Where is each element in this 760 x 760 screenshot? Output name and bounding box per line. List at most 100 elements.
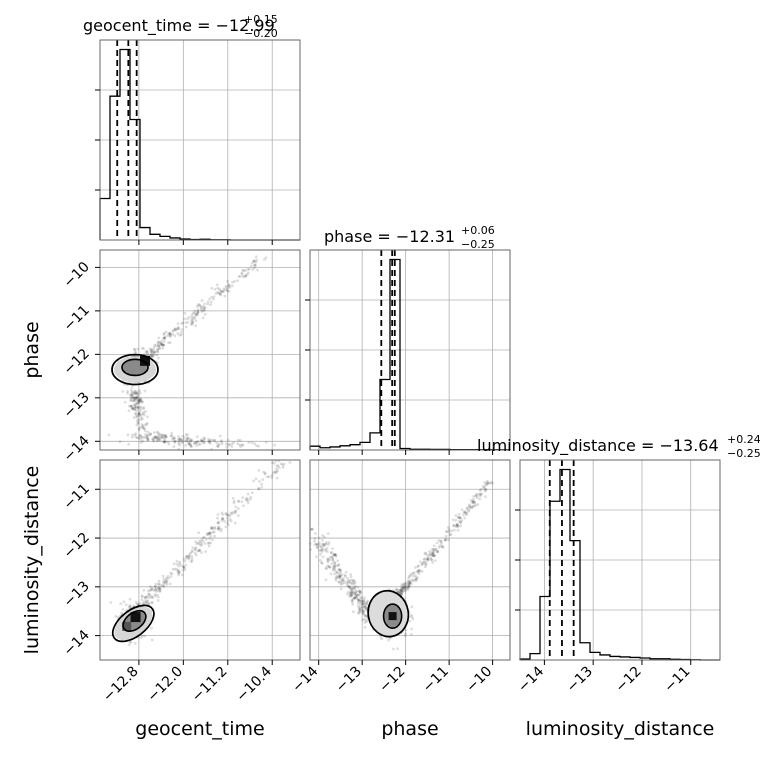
scatter-point-phase-distance [322, 543, 326, 547]
scatter-point-geocent-phase [142, 427, 146, 431]
scatter-point-geocent-distance [187, 555, 191, 558]
scatter-point-phase-distance [452, 524, 456, 527]
scatter-point-geocent-distance [128, 604, 132, 608]
scatter-point-geocent-phase [189, 443, 193, 447]
scatter-point-geocent-phase [162, 344, 166, 347]
scatter-point-phase-distance [474, 494, 478, 498]
scatter-point-geocent-distance [154, 588, 157, 591]
scatter-point-geocent-distance [140, 595, 144, 599]
x-tick-label-luminosity_distance: −13 [564, 664, 596, 696]
scatter-point-phase-distance [340, 580, 343, 583]
scatter-point-geocent-phase [138, 398, 142, 402]
scatter-point-phase-distance [331, 565, 335, 569]
scatter-point-geocent-phase [130, 394, 134, 398]
scatter-point-geocent-distance [153, 594, 157, 598]
scatter-point-geocent-phase [159, 343, 163, 347]
scatter-point-phase-distance [315, 545, 319, 549]
scatter-point-phase-distance [416, 569, 420, 573]
scatter-point-phase-distance [321, 547, 325, 551]
scatter-point-phase-distance [337, 563, 341, 566]
scatter-point-geocent-distance [182, 565, 186, 569]
scatter-point-geocent-distance [119, 602, 123, 606]
scatter-point-geocent-phase [236, 279, 239, 283]
scatter-point-geocent-phase [199, 439, 203, 443]
scatter-point-geocent-phase [166, 334, 170, 338]
contour-geocent-phase-inner [121, 358, 149, 377]
scatter-point-geocent-phase [146, 415, 149, 419]
scatter-point-phase-distance [365, 602, 369, 606]
scatter-point-phase-distance [472, 504, 476, 508]
scatter-point-geocent-distance [161, 584, 165, 588]
scatter-point-geocent-phase [217, 443, 220, 447]
scatter-point-phase-distance [425, 557, 429, 560]
scatter-point-phase-distance [333, 553, 337, 557]
scatter-point-geocent-distance [121, 608, 125, 611]
scatter-point-geocent-distance [116, 616, 120, 620]
scatter-point-geocent-phase [138, 398, 142, 401]
scatter-point-phase-distance [319, 553, 322, 556]
scatter-point-phase-distance [338, 568, 341, 572]
scatter-point-geocent-phase [195, 440, 199, 444]
scatter-point-geocent-phase [149, 432, 152, 436]
scatter-point-geocent-phase [133, 433, 137, 437]
scatter-point-geocent-phase [187, 442, 190, 445]
scatter-point-phase-distance [394, 588, 398, 591]
scatter-point-phase-distance [418, 560, 422, 564]
scatter-point-geocent-phase [139, 415, 143, 419]
scatter-point-geocent-phase [136, 401, 139, 405]
scatter-point-geocent-phase [139, 399, 142, 403]
scatter-point-geocent-phase [149, 432, 153, 436]
scatter-point-phase-distance [436, 550, 439, 554]
scatter-point-geocent-phase [183, 439, 187, 442]
scatter-point-geocent-distance [216, 513, 220, 516]
scatter-point-phase-distance [334, 555, 338, 558]
scatter-point-phase-distance [350, 578, 354, 582]
scatter-point-phase-distance [404, 585, 408, 589]
scatter-point-geocent-distance [162, 579, 166, 583]
scatter-point-phase-distance [322, 542, 325, 546]
scatter-point-geocent-distance [197, 549, 201, 552]
scatter-point-geocent-phase [177, 435, 180, 438]
scatter-point-phase-distance [347, 590, 351, 594]
scatter-point-phase-distance [344, 574, 348, 578]
scatter-point-phase-distance [408, 619, 412, 623]
scatter-point-geocent-distance [279, 462, 283, 466]
scatter-point-geocent-phase [142, 347, 146, 351]
scatter-point-phase-distance [334, 576, 338, 580]
scatter-point-phase-distance [333, 562, 337, 565]
scatter-point-geocent-phase [138, 399, 141, 402]
scatter-point-phase-distance [333, 567, 337, 570]
scatter-point-phase-distance [358, 609, 362, 612]
scatter-point-geocent-phase [191, 321, 195, 324]
scatter-point-geocent-distance [183, 568, 187, 571]
scatter-point-geocent-distance [209, 541, 213, 545]
scatter-point-phase-distance [361, 600, 365, 603]
scatter-point-geocent-distance [165, 576, 169, 580]
scatter-point-geocent-phase [158, 346, 162, 350]
scatter-point-geocent-distance [233, 511, 237, 515]
scatter-point-geocent-distance [141, 601, 145, 605]
scatter-point-geocent-distance [144, 601, 148, 605]
scatter-point-geocent-phase [133, 407, 137, 411]
scatter-point-geocent-phase [136, 421, 140, 425]
scatter-point-geocent-phase [186, 320, 190, 324]
scatter-point-geocent-phase [168, 331, 171, 335]
scatter-point-geocent-distance [219, 527, 223, 531]
x-tick-label-phase: −12 [376, 664, 408, 696]
scatter-point-geocent-distance [178, 562, 182, 566]
scatter-point-geocent-phase [134, 392, 137, 396]
scatter-point-phase-distance [404, 588, 408, 592]
scatter-point-geocent-phase [148, 433, 151, 437]
scatter-point-phase-distance [399, 591, 402, 595]
scatter-point-phase-distance [356, 593, 359, 597]
scatter-point-phase-distance [361, 608, 365, 612]
scatter-point-geocent-phase [189, 445, 193, 448]
scatter-point-phase-distance [457, 516, 460, 519]
scatter-point-phase-distance [429, 558, 433, 562]
scatter-point-geocent-distance [220, 519, 224, 523]
scatter-point-geocent-distance [144, 595, 148, 599]
scatter-point-geocent-distance [156, 599, 160, 602]
scatter-point-geocent-phase [227, 443, 230, 446]
histogram-phase [309, 258, 511, 451]
scatter-point-geocent-phase [220, 439, 223, 442]
